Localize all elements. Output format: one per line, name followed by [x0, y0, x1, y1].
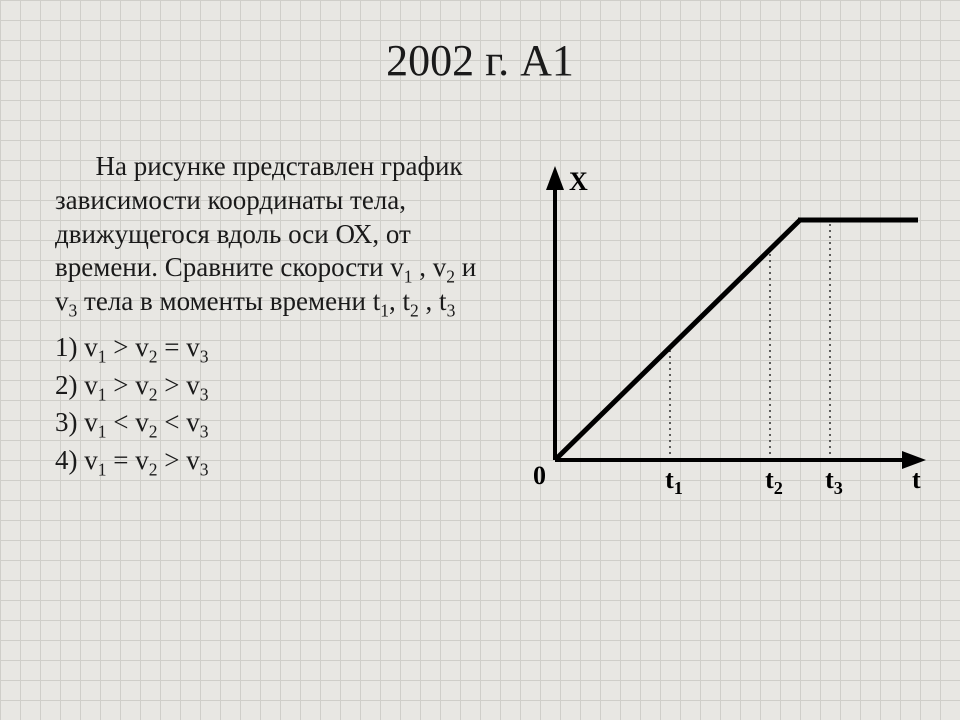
svg-text:t1: t1: [665, 465, 683, 498]
sub-5: 2: [410, 300, 419, 320]
sub-4: 1: [380, 300, 389, 320]
option-2: 2) v1 > v2 > v3: [55, 369, 495, 403]
problem-text-1: На рисунке представлен график зависимост…: [55, 151, 463, 282]
problem-statement: На рисунке представлен график зависимост…: [55, 150, 495, 319]
opt1-s3: 3: [200, 346, 209, 366]
opt3-r1: < v: [107, 407, 149, 437]
opt2-r2: > v: [158, 370, 200, 400]
opt2-s3: 3: [200, 384, 209, 404]
svg-text:0: 0: [533, 461, 546, 490]
sub-1: 1: [404, 267, 413, 287]
opt1-p1: 1) v: [55, 332, 98, 362]
position-time-chart: 0 Xt t1 t2 t3: [510, 160, 930, 515]
sub-3: 3: [69, 300, 78, 320]
svg-text:t2: t2: [765, 465, 783, 498]
option-1: 1) v1 > v2 = v3: [55, 331, 495, 365]
problem-text-4: тела в моменты времени t: [77, 286, 380, 316]
sub-6: 3: [447, 300, 456, 320]
problem-text-5: , t: [389, 286, 410, 316]
opt1-s1: 1: [98, 346, 107, 366]
answer-options: 1) v1 > v2 = v3 2) v1 > v2 > v3 3) v1 < …: [55, 331, 495, 478]
opt2-r1: > v: [107, 370, 149, 400]
svg-text:X: X: [569, 167, 588, 196]
opt4-s2: 2: [149, 459, 158, 479]
problem-text-2: , v: [413, 252, 447, 282]
opt1-r1: > v: [107, 332, 149, 362]
problem-text-6: , t: [419, 286, 447, 316]
opt2-p1: 2) v: [55, 370, 98, 400]
svg-text:t: t: [912, 465, 921, 494]
content-column: На рисунке представлен график зависимост…: [55, 150, 495, 482]
chart-svg: 0 Xt t1 t2 t3: [510, 160, 930, 510]
opt1-s2: 2: [149, 346, 158, 366]
page-title: 2002 г. А1: [0, 35, 960, 86]
opt3-r2: < v: [158, 407, 200, 437]
opt2-s2: 2: [149, 384, 158, 404]
opt3-s2: 2: [149, 422, 158, 442]
opt3-p1: 3) v: [55, 407, 98, 437]
option-4: 4) v1 = v2 > v3: [55, 444, 495, 478]
sub-2: 2: [446, 267, 455, 287]
opt4-r2: > v: [158, 445, 200, 475]
opt2-s1: 1: [98, 384, 107, 404]
option-3: 3) v1 < v2 < v3: [55, 406, 495, 440]
opt1-r2: = v: [158, 332, 200, 362]
opt4-s1: 1: [98, 459, 107, 479]
opt3-s3: 3: [200, 422, 209, 442]
opt4-r1: = v: [107, 445, 149, 475]
opt4-s3: 3: [200, 459, 209, 479]
svg-text:t3: t3: [825, 465, 843, 498]
opt4-p1: 4) v: [55, 445, 98, 475]
opt3-s1: 1: [98, 422, 107, 442]
